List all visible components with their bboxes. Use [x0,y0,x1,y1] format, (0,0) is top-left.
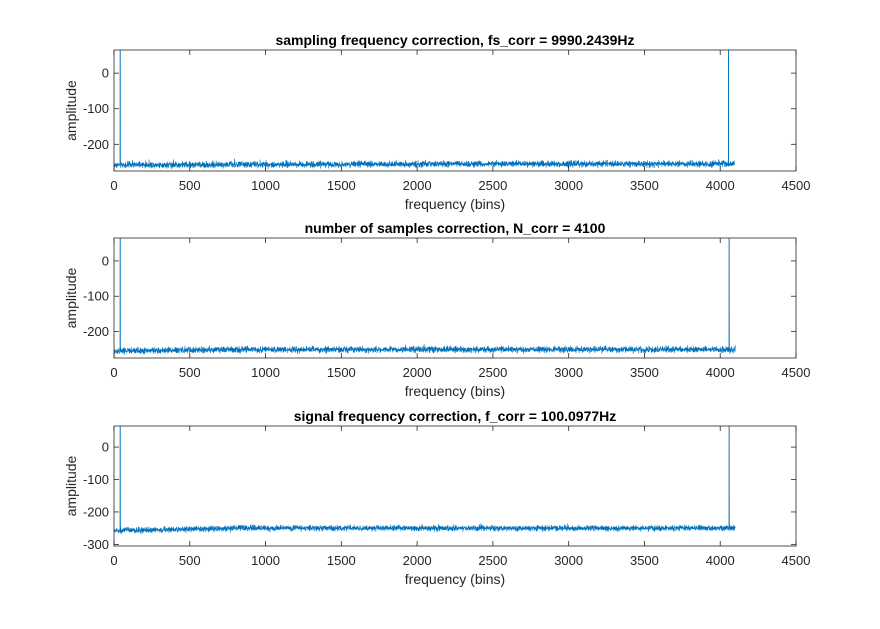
subplot-1: 0 500 1000 1500 2000 2500 3000 3500 4000 4500 0 -10… [63,32,810,212]
subplot-3: 0 500 1000 1500 2000 2500 3000 3500 4000 4500 0 -10… [63,408,810,587]
x-tick-label: 1500 [327,178,356,193]
series-line [114,50,735,170]
y-tick-label: -200 [83,137,109,152]
y-axis-label: amplitude [63,455,79,516]
y-axis-label: amplitude [63,80,79,141]
x-tick-label: 0 [110,178,117,193]
x-tick-label: 1500 [327,365,356,380]
x-tick-label: 4000 [706,178,735,193]
y-axis-label: amplitude [63,267,79,328]
y-tick-label: 0 [102,66,109,81]
plot-title: number of samples correction, N_corr = 4… [305,220,606,236]
x-tick-label: 3500 [630,553,659,568]
y-tick-label: 0 [102,253,109,268]
x-tick-label: 2500 [478,178,507,193]
series-line [114,238,736,355]
x-tick-label: 4500 [782,365,811,380]
y-tick-label: -100 [83,472,109,487]
axes-frame [113,425,797,547]
x-tick-label: 1000 [251,365,280,380]
x-tick-label: 1000 [251,178,280,193]
x-axis-label: frequency (bins) [405,383,505,399]
plot-area [114,50,796,171]
y-tick-label: -200 [83,504,109,519]
x-tick-label: 500 [179,553,201,568]
x-tick-label: 3000 [554,365,583,380]
y-tick-label: -100 [83,289,109,304]
x-tick-label: 1500 [327,553,356,568]
series-line [114,426,736,535]
x-tick-label: 3000 [554,553,583,568]
x-tick-label: 4000 [706,365,735,380]
x-tick-label: 3500 [630,178,659,193]
y-tick-label: 0 [102,440,109,455]
x-tick-label: 2000 [403,553,432,568]
x-tick-label: 500 [179,178,201,193]
x-axis-label: frequency (bins) [405,196,505,212]
y-tick-label: -200 [83,324,109,339]
x-tick-label: 0 [110,553,117,568]
x-axis-label: frequency (bins) [405,571,505,587]
x-tick-label: 3000 [554,178,583,193]
x-tick-label: 2000 [403,178,432,193]
x-tick-label: 2500 [478,553,507,568]
x-tick-label: 4000 [706,553,735,568]
subplot-2: 0 500 1000 1500 2000 2500 3000 3500 4000 4500 0 -10… [63,220,810,399]
y-tick-label: -300 [83,537,109,552]
plot-title: sampling frequency correction, fs_corr =… [275,32,634,48]
plot-area [114,238,796,358]
axes-frame [113,49,797,172]
x-tick-label: 0 [110,365,117,380]
x-tick-label: 3500 [630,365,659,380]
plot-title: signal frequency correction, f_corr = 10… [294,408,617,424]
axes-frame [113,237,797,359]
x-tick-label: 2000 [403,365,432,380]
x-tick-label: 1000 [251,553,280,568]
y-tick-label: -100 [83,101,109,116]
x-tick-label: 500 [179,365,201,380]
x-tick-label: 4500 [782,178,811,193]
x-tick-label: 2500 [478,365,507,380]
x-tick-label: 4500 [782,553,811,568]
